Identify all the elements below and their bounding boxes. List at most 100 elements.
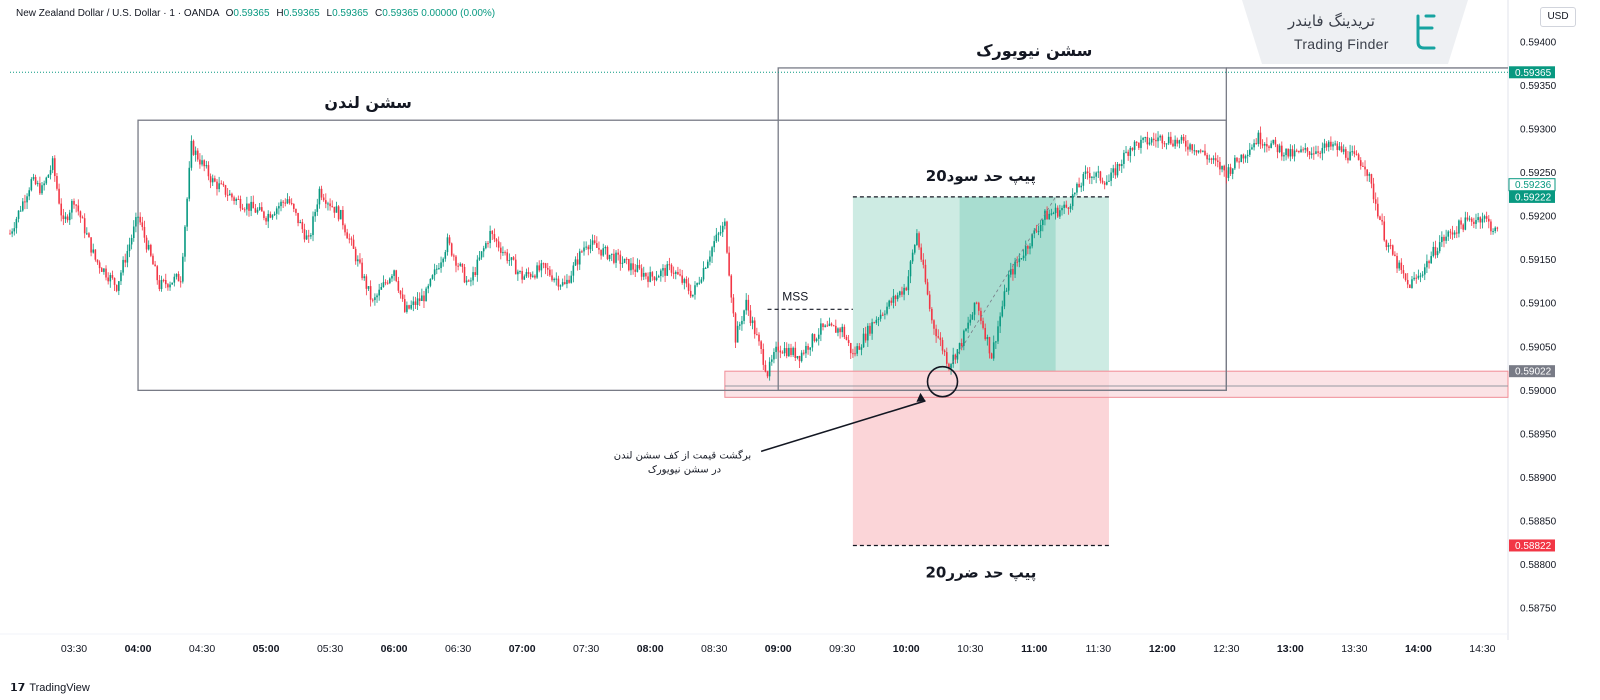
candle-body xyxy=(681,275,683,283)
candle-body xyxy=(489,230,491,244)
candle-body xyxy=(1129,147,1132,156)
candle-body xyxy=(632,263,634,270)
candle-body xyxy=(1123,152,1125,164)
candle-body xyxy=(1135,141,1138,143)
candle-body xyxy=(83,218,86,234)
candle-body xyxy=(1180,136,1183,141)
newyork-session-label: سشن نیویورک xyxy=(976,41,1092,60)
candle-body xyxy=(384,282,387,284)
candle-body xyxy=(973,302,976,315)
candle-body xyxy=(17,210,20,219)
candle-body xyxy=(1400,262,1403,271)
candle-body xyxy=(1266,143,1268,147)
candle-body xyxy=(1319,152,1322,154)
candle-body xyxy=(758,334,760,342)
candle-body xyxy=(339,209,342,220)
candle-body xyxy=(1212,158,1215,160)
candle-body xyxy=(1035,230,1038,232)
candle-body xyxy=(220,183,223,185)
symbol-name[interactable]: New Zealand Dollar / U.S. Dollar · 1 · O… xyxy=(16,8,219,19)
candle-body xyxy=(1317,151,1319,153)
candle-body xyxy=(438,268,440,270)
candle-body xyxy=(100,268,103,272)
candle-body xyxy=(1470,218,1473,222)
candle-body xyxy=(1411,279,1413,288)
candle-body xyxy=(335,206,338,213)
candle-body xyxy=(574,259,577,266)
candle-body xyxy=(1101,180,1104,183)
currency-button[interactable]: USD xyxy=(1540,7,1576,27)
candle-body xyxy=(1146,137,1149,145)
candle-body xyxy=(269,213,272,218)
candle-body xyxy=(1351,151,1354,153)
candle-body xyxy=(640,268,643,277)
candle-body xyxy=(327,203,329,205)
x-tick-label: 09:00 xyxy=(765,643,792,655)
candle-body xyxy=(555,278,558,280)
candle-body xyxy=(1080,185,1083,188)
candle-body xyxy=(623,258,626,263)
candle-body xyxy=(854,353,856,355)
candle-body xyxy=(34,177,37,185)
candle-body xyxy=(928,294,931,309)
x-tick-label: 05:30 xyxy=(317,643,343,655)
open-label: O xyxy=(225,8,234,19)
candle-body xyxy=(1295,150,1298,152)
candle-body xyxy=(1193,150,1196,152)
candle-body xyxy=(1300,149,1302,153)
candle-body xyxy=(173,276,176,283)
candle-body xyxy=(107,277,109,282)
candle-body xyxy=(997,326,999,342)
candle-body xyxy=(1150,138,1153,143)
candle-body xyxy=(937,336,940,338)
candle-body xyxy=(297,212,299,224)
candle-body xyxy=(1039,224,1042,232)
candle-body xyxy=(171,282,173,285)
candle-body xyxy=(1182,136,1185,141)
change-value: 0.00000 (0.00%) xyxy=(421,8,496,19)
candle-body xyxy=(642,272,645,277)
candle-body xyxy=(939,337,942,341)
candle-body xyxy=(1276,144,1279,153)
price-tag-label: 0.59365 xyxy=(1515,68,1552,79)
candle-body xyxy=(1402,270,1405,274)
candle-body xyxy=(113,277,116,285)
candle-body xyxy=(28,190,31,197)
candle-body xyxy=(352,239,355,249)
candle-body xyxy=(674,272,677,274)
candle-body xyxy=(47,174,50,178)
candle-body xyxy=(1037,231,1040,233)
candle-body xyxy=(1372,183,1375,200)
candle-body xyxy=(781,352,784,354)
candle-body xyxy=(1142,137,1144,140)
candle-body xyxy=(86,233,88,235)
candle-body xyxy=(886,306,888,314)
y-tick-label: 0.58850 xyxy=(1520,517,1557,528)
x-tick-label: 09:30 xyxy=(829,643,855,655)
candle-body xyxy=(890,300,893,303)
candle-body xyxy=(455,256,457,266)
tradingview-brand[interactable]: 𝟭𝟳 TradingView xyxy=(10,681,90,694)
candle-body xyxy=(1206,155,1208,160)
candle-body xyxy=(1340,146,1343,152)
candle-body xyxy=(175,273,178,277)
candle-body xyxy=(124,259,127,263)
candle-body xyxy=(320,188,323,198)
x-tick-label: 11:30 xyxy=(1086,643,1112,655)
candle-body xyxy=(1065,204,1068,208)
candle-body xyxy=(493,234,496,240)
y-tick-label: 0.58750 xyxy=(1520,604,1557,615)
candle-body xyxy=(1046,210,1048,220)
candle-body xyxy=(1078,183,1080,188)
candle-body xyxy=(425,288,427,302)
candle-body xyxy=(924,264,927,283)
candle-body xyxy=(9,233,11,235)
candle-body xyxy=(664,268,666,276)
candle-body xyxy=(521,271,523,280)
candle-body xyxy=(568,279,570,283)
candle-body xyxy=(604,247,607,249)
candle-body xyxy=(1443,236,1445,241)
candle-body xyxy=(1219,161,1221,170)
candle-body xyxy=(894,295,897,300)
